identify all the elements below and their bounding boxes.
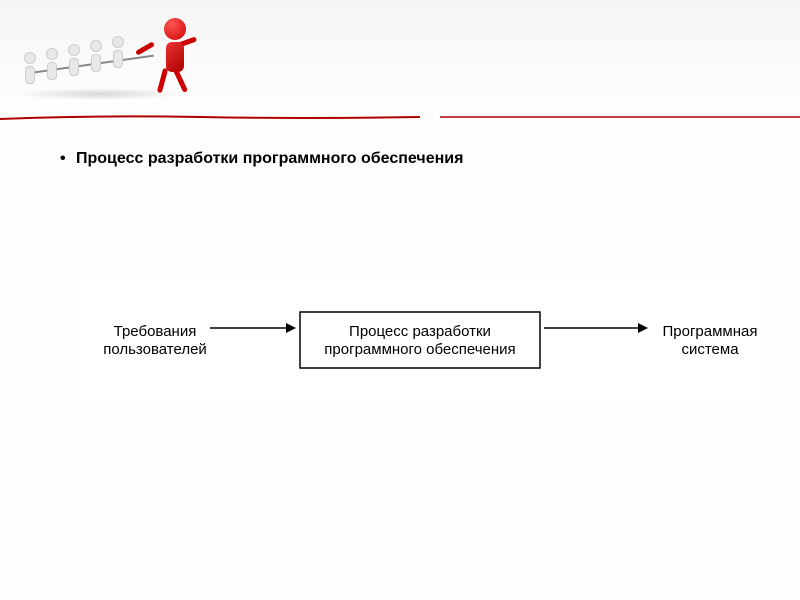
svg-text:Программная: Программная — [663, 323, 758, 340]
small-figure-3 — [64, 44, 84, 84]
svg-text:программного обеспечения: программного обеспечения — [324, 341, 515, 358]
divider-line — [0, 108, 800, 116]
leader-figure — [150, 18, 200, 98]
figures-illustration — [10, 10, 210, 110]
svg-text:Требования: Требования — [114, 323, 197, 340]
svg-text:Процесс разработки: Процесс разработки — [349, 323, 491, 340]
header-area — [0, 0, 800, 120]
page-title: Процесс разработки программного обеспече… — [60, 150, 750, 168]
small-figure-2 — [42, 48, 62, 88]
process-diagram: Требованияпользователей Процесс разработк… — [80, 280, 760, 400]
small-figure-4 — [86, 40, 106, 80]
small-figure-5 — [108, 36, 128, 76]
diagram-svg: Требованияпользователей Процесс разработк… — [80, 280, 760, 400]
title-area: Процесс разработки программного обеспече… — [0, 120, 800, 178]
svg-text:пользователей: пользователей — [103, 341, 207, 358]
small-figure-1 — [20, 52, 40, 92]
svg-text:система: система — [681, 341, 739, 358]
